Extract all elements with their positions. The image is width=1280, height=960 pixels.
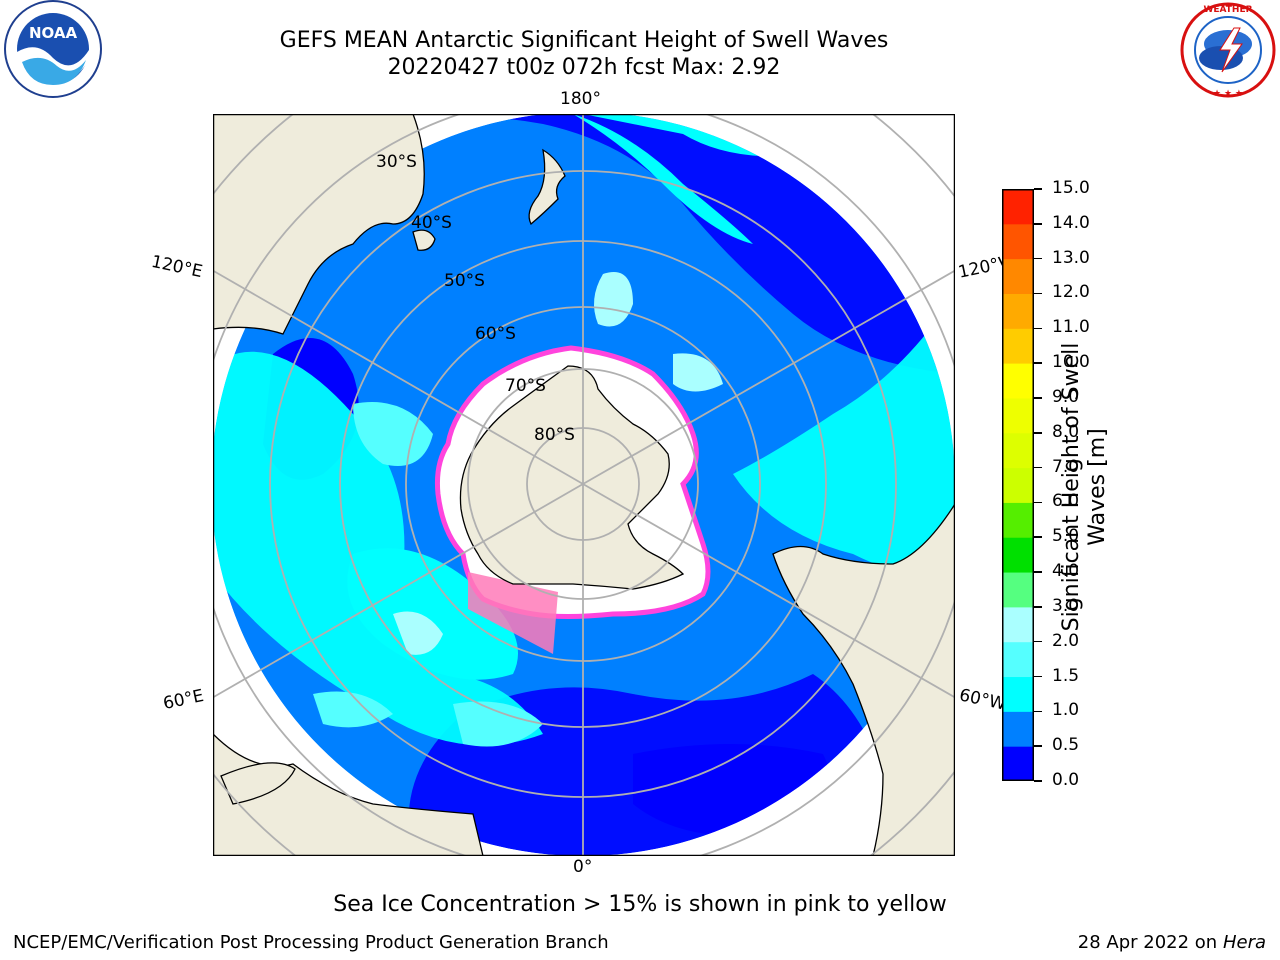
colorbar-bin [1002, 258, 1034, 294]
colorbar-tick-mark [1034, 675, 1042, 678]
colorbar-tick-label: 0.5 [1052, 735, 1080, 756]
colorbar-bin [1002, 467, 1034, 503]
colorbar [1002, 189, 1034, 781]
colorbar-tick-label: 2.0 [1052, 630, 1080, 651]
colorbar-tick-mark [1034, 745, 1042, 747]
colorbar-tick-label: 4.0 [1052, 561, 1080, 582]
colorbar-label-line2: Waves [m] [1085, 428, 1110, 546]
sea-ice-patch [468, 572, 558, 654]
colorbar-bin [1002, 676, 1034, 712]
colorbar-tick-mark [1034, 362, 1042, 364]
land-australia [213, 114, 425, 335]
colorbar-tick-mark [1034, 466, 1042, 469]
lat-label-50s: 50°S [444, 271, 485, 291]
colorbar-tick-label: 7.0 [1052, 456, 1080, 477]
colorbar-tick-mark [1034, 606, 1042, 608]
colorbar-tick-mark [1034, 223, 1042, 225]
map-frame [213, 114, 955, 856]
colorbar-tick-mark [1034, 780, 1042, 782]
colorbar-tick-mark [1034, 188, 1042, 190]
lon-label-upper-left: 120°E [149, 251, 205, 283]
lon-label-lower-right: 60°W [957, 685, 1008, 715]
colorbar-tick-label: 13.0 [1052, 247, 1090, 268]
nws-logo: WEATHER ★ ★ ★ [1180, 2, 1276, 99]
colorbar-tick-mark [1034, 640, 1042, 643]
colorbar-bin [1002, 432, 1034, 469]
chart-title: GEFS MEAN Antarctic Significant Height o… [279, 28, 889, 53]
colorbar-bin [1002, 502, 1034, 538]
noaa-logo-text: NOAA [29, 24, 78, 42]
graticule [213, 114, 955, 856]
colorbar-tick-mark [1034, 397, 1042, 399]
colorbar-bin [1002, 537, 1034, 573]
chart-subtitle: 20220427 t00z 072h fcst Max: 2.92 [387, 55, 781, 80]
noaa-logo: NOAA [4, 0, 102, 98]
colorbar-label-line1: Significant Height of Swell [1059, 342, 1084, 632]
colorbar-tick-mark [1034, 710, 1042, 713]
lat-label-70s: 70°S [505, 376, 546, 396]
colorbar-tick-label: 11.0 [1052, 317, 1090, 338]
colorbar-tick-label: 1.5 [1052, 665, 1080, 686]
land-south-america [772, 502, 955, 856]
colorbar-bin [1002, 363, 1034, 399]
polar-map [213, 114, 955, 856]
colorbar-tick-mark [1034, 327, 1042, 330]
colorbar-bin [1002, 397, 1034, 434]
svg-text:WEATHER: WEATHER [1203, 5, 1252, 15]
colorbar-tick-label: 3.0 [1052, 595, 1080, 616]
colorbar-bin [1002, 746, 1034, 781]
colorbar-tick-mark [1034, 501, 1042, 504]
footer-org: NCEP/EMC/Verification Post Processing Pr… [13, 932, 609, 953]
lat-label-30s: 30°S [376, 152, 417, 172]
colorbar-frame [1002, 189, 1034, 781]
colorbar-tick-mark [1034, 257, 1042, 260]
footer-host: Hera [1222, 932, 1266, 953]
lat-label-40s: 40°S [411, 213, 452, 233]
colorbar-tick-label: 6.0 [1052, 491, 1080, 512]
colorbar-bin [1002, 223, 1034, 260]
footer-date: 28 Apr 2022 on Hera [1078, 932, 1266, 953]
colorbar-bin [1002, 711, 1034, 747]
footer-date-text: 28 Apr 2022 on [1077, 932, 1223, 953]
colorbar-bin [1002, 641, 1034, 678]
lat-label-60s: 60°S [475, 324, 516, 344]
colorbar-bin [1002, 606, 1034, 643]
colorbar-tick-label: 12.0 [1052, 282, 1090, 303]
colorbar-tick-label: 5.0 [1052, 526, 1080, 547]
colorbar-tick-label: 9.0 [1052, 386, 1080, 407]
colorbar-tick-mark [1034, 432, 1042, 434]
colorbar-tick-label: 1.0 [1052, 700, 1080, 721]
colorbar-tick-label: 14.0 [1052, 212, 1090, 233]
colorbar-bin [1002, 293, 1034, 329]
colorbar-tick-mark [1034, 571, 1042, 573]
lat-label-80s: 80°S [534, 425, 575, 445]
svg-text:★ ★ ★: ★ ★ ★ [1213, 89, 1243, 99]
lon-label-bottom: 0° [573, 857, 593, 877]
colorbar-tick-mark [1034, 536, 1042, 538]
colorbar-tick-label: 8.0 [1052, 421, 1080, 442]
land-tasmania [412, 229, 436, 251]
lon-label-lower-left: 60°E [161, 685, 206, 715]
colorbar-tick-mark [1034, 292, 1042, 295]
land-new-zealand [528, 148, 566, 226]
land-madagascar [220, 762, 296, 805]
colorbar-bin [1002, 189, 1034, 225]
lon-label-top: 180° [560, 89, 601, 109]
colorbar-tick-label: 15.0 [1052, 178, 1090, 198]
colorbar-tick-label: 0.0 [1052, 770, 1080, 790]
colorbar-bin [1002, 572, 1034, 608]
colorbar-bin [1002, 328, 1034, 364]
sea-ice-caption: Sea Ice Concentration > 15% is shown in … [333, 892, 947, 917]
colorbar-tick-label: 10.0 [1052, 352, 1090, 373]
